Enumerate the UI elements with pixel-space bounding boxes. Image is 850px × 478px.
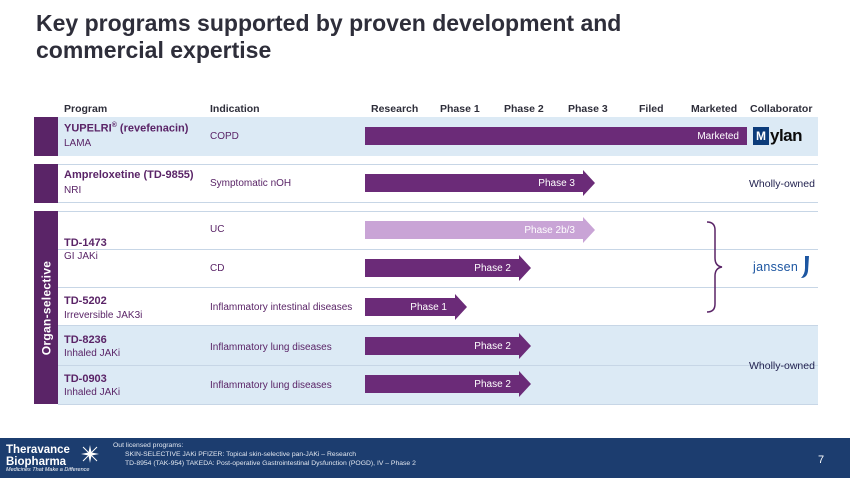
stage-bar-phase1: Phase 1 xyxy=(365,298,455,316)
header-indication: Indication xyxy=(210,103,260,115)
program-class: Inhaled JAKi xyxy=(64,348,121,359)
stage-arrow-head xyxy=(583,217,595,243)
row-divider xyxy=(58,287,818,288)
program-class: NRI xyxy=(64,185,82,196)
program-name-td8236: TD-8236 xyxy=(64,334,107,346)
stage-arrow-head xyxy=(519,371,531,397)
stage-arrow-head xyxy=(519,333,531,359)
footnote-title: Out licensed programs: xyxy=(113,442,184,449)
star-logo-icon xyxy=(81,445,99,463)
indication: Inflammatory lung diseases xyxy=(210,342,332,353)
header-phase2: Phase 2 xyxy=(504,103,544,115)
page-title: Key programs supported by proven develop… xyxy=(36,10,622,63)
program-name-yupelri: YUPELRI® (revefenacin) xyxy=(64,122,189,135)
indication: Symptomatic nOH xyxy=(210,178,292,189)
organ-selective-label: Organ-selective xyxy=(39,260,54,356)
indication: Inflammatory lung diseases xyxy=(210,380,332,391)
bracket-icon xyxy=(706,221,723,313)
stage-bar-phase2: Phase 2 xyxy=(365,259,519,277)
program-class: Inhaled JAKi xyxy=(64,387,121,398)
header-collaborator: Collaborator xyxy=(750,103,813,115)
stage-bar-phase3: Phase 3 xyxy=(365,174,583,192)
program-class: Irreversible JAK3i xyxy=(64,310,143,321)
program-name-ampreloxetine: Ampreloxetine (TD-9855) xyxy=(64,169,194,181)
program-name-td5202: TD-5202 xyxy=(64,295,107,307)
stage-bar-phase2: Phase 2 xyxy=(365,337,519,355)
header-program: Program xyxy=(64,103,108,115)
stage-bar-phase2b3: Phase 2b/3 xyxy=(365,221,583,239)
program-name-td0903: TD-0903 xyxy=(64,373,107,385)
program-class: LAMA xyxy=(64,138,92,149)
row-divider xyxy=(58,404,818,405)
mylan-logo: M ylan xyxy=(753,126,803,146)
stage-bar-phase2: Phase 2 xyxy=(365,375,519,393)
program-class: GI JAKi xyxy=(64,251,98,262)
indication: CD xyxy=(210,263,225,274)
collaborator-wholly-owned: Wholly-owned xyxy=(749,178,815,190)
row-divider xyxy=(58,249,818,250)
indication: COPD xyxy=(210,131,239,142)
header-marketed: Marketed xyxy=(691,103,738,115)
header-filed: Filed xyxy=(639,103,664,115)
indication: UC xyxy=(210,224,225,235)
footnote-line: TD-8954 (TAK-954) TAKEDA: Post-operative… xyxy=(125,460,416,467)
janssen-logo: janssen xyxy=(753,254,813,280)
row-divider xyxy=(58,365,818,366)
footnote-line: SKIN-SELECTIVE JAKi PFIZER: Topical skin… xyxy=(125,451,357,458)
header-phase3: Phase 3 xyxy=(568,103,608,115)
stage-arrow-head xyxy=(519,255,531,281)
header-phase1: Phase 1 xyxy=(440,103,480,115)
indication: Inflammatory intestinal diseases xyxy=(210,302,353,313)
program-name-td1473: TD-1473 xyxy=(64,237,107,249)
row-marker-ampreloxetine xyxy=(34,164,58,203)
stage-bar-marketed: Marketed xyxy=(365,127,747,145)
collaborator-wholly-owned: Wholly-owned xyxy=(749,360,815,372)
theravance-logo: Theravance Biopharma xyxy=(6,444,70,468)
stage-arrow-head xyxy=(583,170,595,196)
row-marker-yupelri xyxy=(34,117,58,156)
logo-tagline: Medicines That Make a Difference xyxy=(6,467,90,473)
header-research: Research xyxy=(371,103,419,115)
janssen-mark-icon xyxy=(801,256,810,278)
stage-arrow-head xyxy=(455,294,467,320)
organ-selective-sidebar xyxy=(34,211,58,404)
page-number: 7 xyxy=(818,454,825,466)
footer-bar xyxy=(0,438,850,478)
